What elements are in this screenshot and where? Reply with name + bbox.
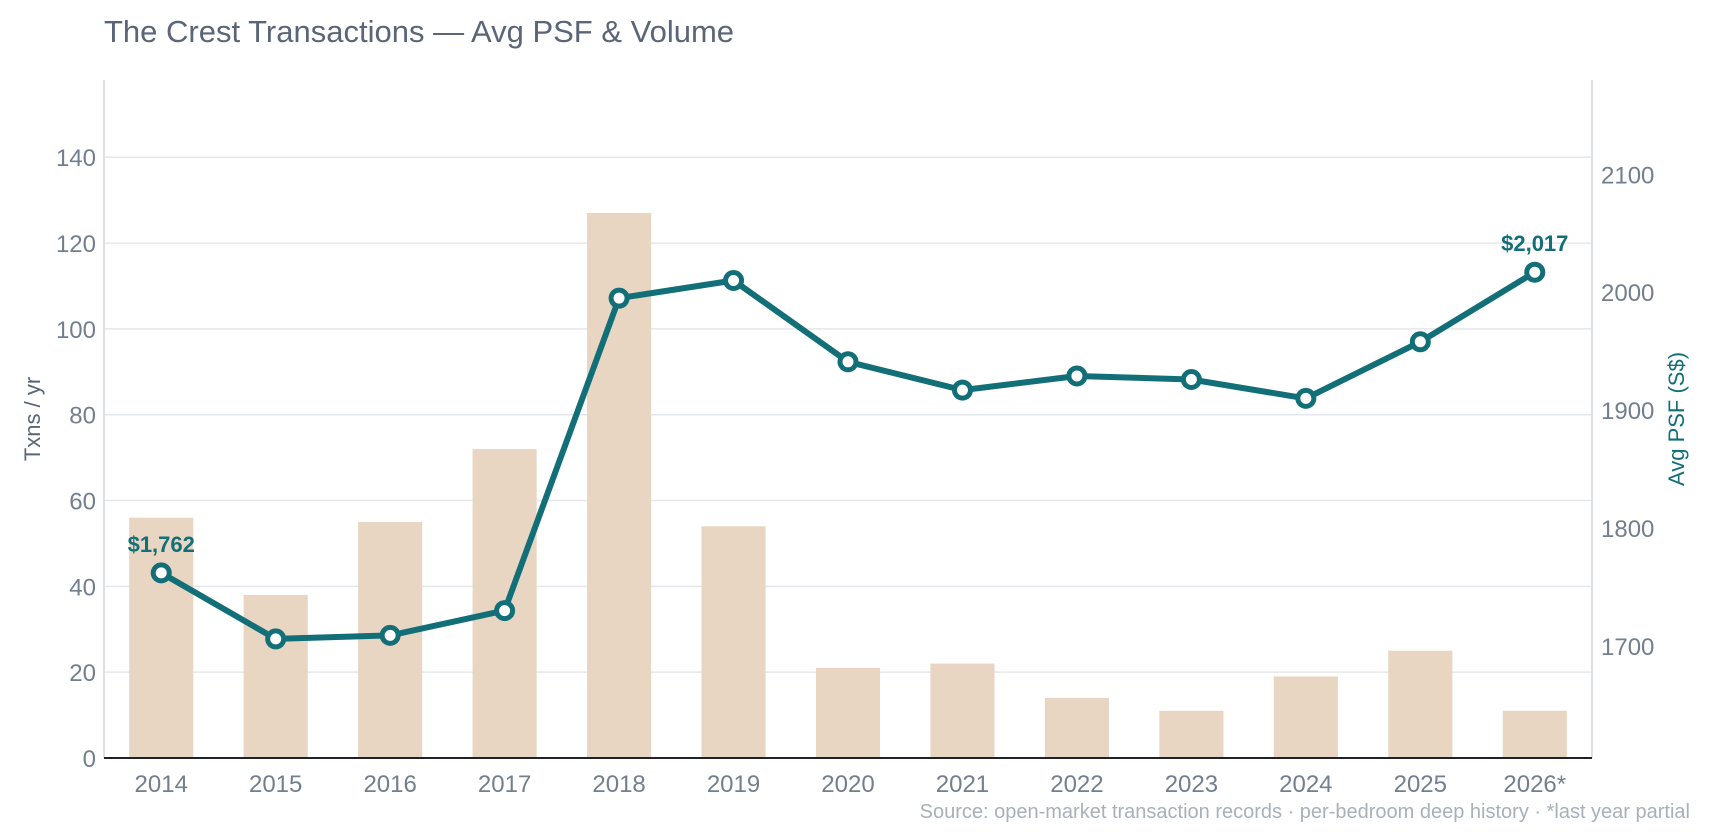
- bar: [243, 594, 308, 758]
- psf-point: [1295, 387, 1317, 409]
- x-tick-label: 2021: [936, 771, 989, 798]
- x-tick-label: 2023: [1165, 771, 1218, 798]
- psf-point: [951, 379, 973, 401]
- x-tick-label: 2015: [249, 771, 302, 798]
- x-tick-label: 2017: [478, 771, 531, 798]
- bar: [1273, 676, 1338, 758]
- bar: [1388, 650, 1453, 758]
- psf-point: [608, 287, 630, 309]
- psf-point: [265, 628, 287, 650]
- y-tick-label: 0: [83, 746, 96, 773]
- bar: [930, 663, 995, 758]
- y2-tick-label: 2100: [1601, 162, 1654, 189]
- x-tick-label: 2026*: [1503, 771, 1566, 798]
- psf-point: [723, 269, 745, 291]
- chart-title: The Crest Transactions — Avg PSF & Volum…: [104, 14, 735, 49]
- x-tick-label: 2016: [363, 771, 416, 798]
- bar: [815, 667, 881, 758]
- bar: [701, 526, 766, 758]
- x-tick-label: 2024: [1279, 771, 1332, 798]
- y-tick-label: 40: [69, 574, 96, 601]
- source-note: Source: open-market transaction records …: [920, 801, 1690, 823]
- bar: [1044, 697, 1109, 758]
- psf-point: [494, 600, 516, 622]
- y2-axis-title: Avg PSF (S$): [1664, 352, 1689, 486]
- psf-point: [1066, 365, 1088, 387]
- psf-point: [1180, 368, 1202, 390]
- y-tick-label: 100: [56, 317, 96, 344]
- y2-tick-label: 1900: [1601, 398, 1654, 425]
- x-tick-label: 2014: [135, 771, 188, 798]
- bar: [1159, 710, 1224, 758]
- bar: [1502, 710, 1567, 758]
- psf-point: [150, 562, 172, 584]
- psf-point: [837, 351, 859, 373]
- x-tick-label: 2018: [592, 771, 645, 798]
- x-tick-label: 2019: [707, 771, 760, 798]
- x-tick-label: 2020: [821, 771, 874, 798]
- y-tick-label: 140: [56, 145, 96, 172]
- y-tick-label: 60: [69, 489, 96, 516]
- psf-point-label: $2,017: [1501, 231, 1568, 256]
- psf-point: [1409, 331, 1431, 353]
- x-tick-label: 2022: [1050, 771, 1103, 798]
- y-tick-label: 120: [56, 231, 96, 258]
- y2-tick-label: 2000: [1601, 280, 1654, 307]
- y-tick-label: 20: [69, 660, 96, 687]
- psf-point-label: $1,762: [128, 532, 195, 557]
- x-tick-label: 2025: [1394, 771, 1447, 798]
- y2-tick-label: 1700: [1601, 634, 1654, 661]
- bar: [129, 517, 194, 758]
- psf-point: [379, 624, 401, 646]
- y2-tick-label: 1800: [1601, 516, 1654, 543]
- psf-point: [1524, 261, 1546, 283]
- y-axis-title: Txns / yr: [20, 377, 45, 461]
- y-tick-label: 80: [69, 403, 96, 430]
